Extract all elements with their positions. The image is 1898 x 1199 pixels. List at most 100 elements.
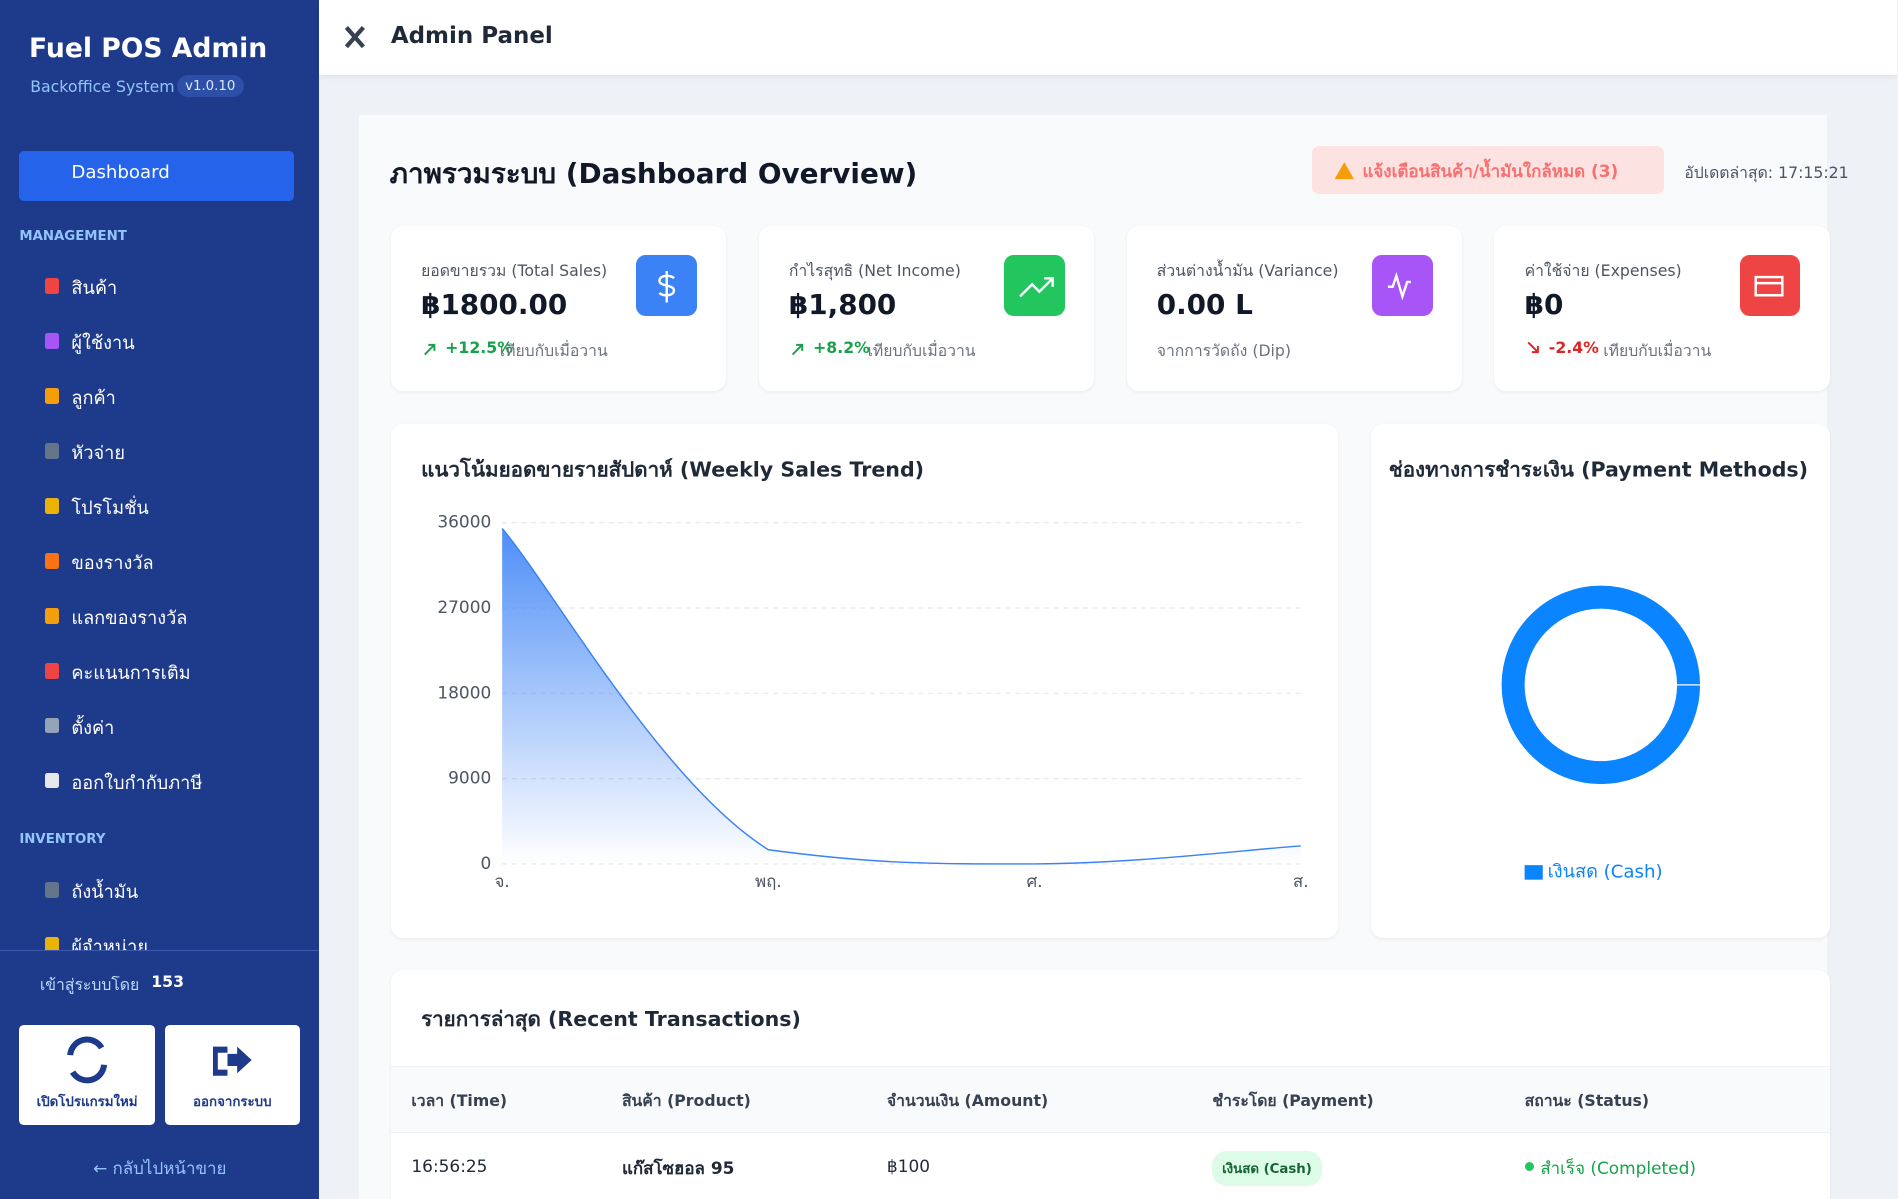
stat-value: 0.00 L — [1156, 287, 1253, 321]
table-header — [390, 1066, 1830, 1134]
trend-arrow — [1527, 341, 1539, 354]
x-tick-label: พฤ. — [755, 871, 782, 891]
line — [501, 527, 1301, 865]
table-cell: 16:56:25 — [411, 1155, 488, 1176]
x-tick-label: จ. — [494, 871, 509, 891]
stat-icon — [1372, 255, 1433, 316]
nav-item[interactable]: ออกใบกำกับภาษี — [71, 772, 203, 794]
nav-active[interactable] — [19, 151, 295, 201]
column-header: จำนวนเงิน (Amount) — [886, 1090, 1049, 1110]
stat-note: เทียบกับเมื่อวาน — [499, 340, 608, 360]
sidebar-button-label[interactable]: ออกจากระบบ — [193, 1095, 272, 1111]
column-header: สินค้า (Product) — [621, 1090, 751, 1110]
table-cell: ฿100 — [886, 1155, 931, 1176]
payment-badge: เงินสด (Cash) — [1212, 1150, 1322, 1187]
nav-item[interactable]: สินค้า — [71, 278, 118, 300]
doughnut-segment — [1501, 585, 1701, 785]
stat-icon — [1739, 255, 1801, 316]
alert-text[interactable]: แจ้งเตือนสินค้า/น้ำมันใกล้หมด (3) — [1362, 160, 1619, 181]
nav-item[interactable]: ของรางวัล — [71, 553, 154, 575]
status-text: สำเร็จ (Completed) — [1540, 1157, 1696, 1178]
stat-value: ฿1,800 — [788, 287, 897, 321]
stat-change: +12.5% — [445, 337, 513, 357]
warning-icon — [1334, 162, 1354, 180]
nav-icon — [44, 498, 60, 514]
brand-subtitle: Backoffice System — [30, 77, 175, 97]
nav-clip: MANAGEMENT สินค้าผู้ใช้งานลูกค้าหัวจ่ายโป… — [0, 218, 320, 951]
sidebar-button-label[interactable]: เปิดโปรแกรมใหม่ — [36, 1095, 138, 1111]
stat-change: -2.4% — [1548, 337, 1599, 357]
logout-icon — [212, 1046, 252, 1076]
nav-icon — [44, 388, 60, 404]
stat-icon-glyph — [1387, 271, 1411, 301]
brand: Fuel POS Admin — [29, 32, 268, 64]
refresh-icon — [67, 1036, 108, 1084]
header-title: Admin Panel — [390, 22, 553, 49]
chart-title: แนวโน้มยอดขายรายสัปดาห์ (Weekly Sales Tr… — [421, 457, 924, 482]
legend-swatch — [1524, 865, 1543, 880]
transactions-title: รายการล่าสุด (Recent Transactions) — [421, 1007, 801, 1032]
stat-note: เทียบกับเมื่อวาน — [1603, 340, 1712, 360]
chart-title: ช่องทางการชำระเงิน (Payment Methods) — [1389, 458, 1808, 482]
updated-text: อัปเดตล่าสุด: 17:15:21 — [1684, 162, 1849, 182]
stat-value: ฿0 — [1524, 287, 1564, 321]
nav-item[interactable]: Dashboard — [71, 162, 170, 184]
y-tick-label: 9000 — [448, 768, 491, 788]
nav-item[interactable]: แลกของรางวัล — [71, 608, 188, 630]
back-link[interactable]: ← กลับไปหน้าขาย — [92, 1157, 227, 1178]
nav-icon — [44, 882, 60, 898]
nav-section: MANAGEMENT — [19, 228, 127, 244]
stat-icon-glyph — [658, 271, 676, 303]
nav-item[interactable]: โปรโมชั่น — [71, 498, 149, 520]
area — [502, 528, 1301, 864]
login-user: 153 — [151, 971, 185, 991]
stat-label: ยอดขายรวม (Total Sales) — [421, 260, 608, 280]
nav-item[interactable]: หัวจ่าย — [71, 443, 125, 465]
nav-item[interactable]: คะแนนการเติม — [71, 662, 191, 684]
stat-value: ฿1800.00 — [421, 287, 568, 321]
y-tick-label: 27000 — [437, 597, 491, 617]
table-cell: แก๊สโซฮอล 95 — [621, 1157, 735, 1178]
column-header: เวลา (Time) — [411, 1090, 508, 1110]
stat-note: เทียบกับเมื่อวาน — [867, 340, 976, 360]
nav-item[interactable]: ลูกค้า — [71, 388, 116, 410]
stat-label: ค่าใช้จ่าย (Expenses) — [1524, 260, 1682, 280]
nav-section: INVENTORY — [19, 832, 106, 848]
y-tick-label: 0 — [480, 853, 491, 873]
x-tick-label: ศ. — [1026, 871, 1042, 891]
chart-card — [1370, 423, 1830, 938]
nav-icon — [44, 278, 60, 295]
nav-icon — [44, 717, 60, 734]
stat-change: +8.2% — [813, 337, 870, 357]
version-badge: v1.0.10 — [176, 75, 244, 98]
header: Admin Panel — [319, 0, 1898, 76]
stat-note: จากการวัดถัง (Dip) — [1156, 340, 1292, 360]
sidebar-button[interactable] — [164, 1024, 301, 1126]
page-title: ภาพรวมระบบ (Dashboard Overview) — [389, 157, 918, 191]
trend-arrow — [424, 343, 436, 356]
close-icon[interactable] — [344, 25, 366, 49]
nav-icon — [44, 772, 60, 789]
nav-icon — [44, 937, 60, 950]
nav-icon — [44, 333, 60, 349]
y-tick-label: 18000 — [437, 682, 491, 702]
nav-icon — [44, 662, 60, 679]
stat-icon-glyph — [1754, 275, 1784, 297]
stat-icon-glyph — [1019, 277, 1054, 298]
nav-icon — [44, 443, 60, 459]
x-tick-label: ส. — [1293, 871, 1309, 891]
nav-item[interactable]: ผู้ใช้งาน — [71, 333, 135, 355]
alert-pill[interactable] — [1311, 146, 1664, 194]
login-label: เข้าสู่ระบบโดย — [39, 974, 140, 994]
nav-item[interactable]: ผู้จำหน่าย — [71, 937, 148, 951]
nav-item[interactable]: ถังน้ำมัน — [71, 882, 139, 904]
nav-icon — [44, 552, 60, 569]
status-dot — [1524, 1161, 1535, 1172]
trend-arrow — [791, 343, 804, 356]
column-header: สถานะ (Status) — [1524, 1090, 1650, 1110]
column-header: ชำระโดย (Payment) — [1212, 1090, 1374, 1110]
y-tick-label: 36000 — [437, 512, 491, 532]
nav-item[interactable]: ตั้งค่า — [71, 717, 115, 739]
